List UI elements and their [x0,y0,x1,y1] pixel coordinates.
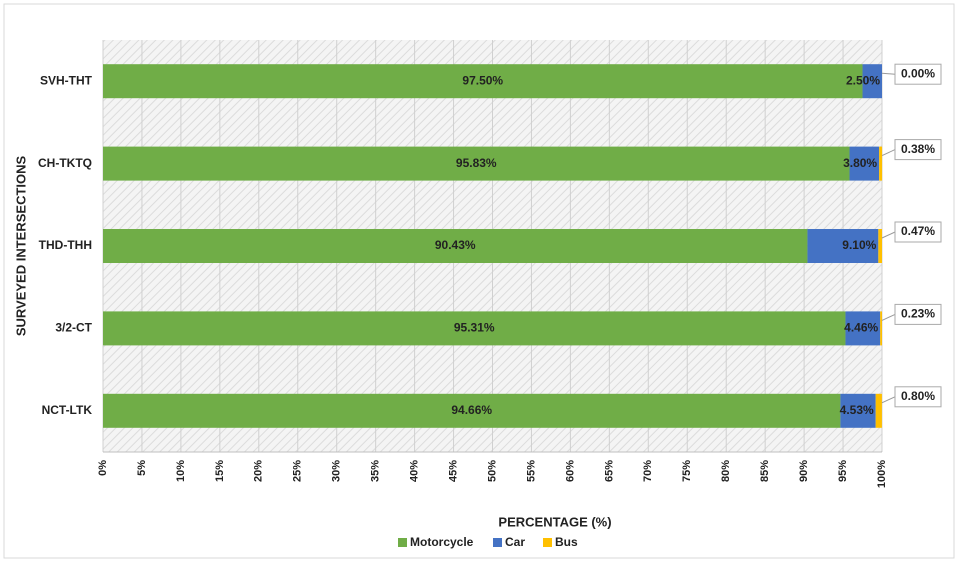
legend-label: Motorcycle [410,535,474,549]
value-label: 90.43% [435,238,476,252]
bar-segment [849,146,880,181]
x-tick-label: 45% [447,460,459,482]
y-tick-label: NCT-LTK [42,403,93,417]
y-tick-label: CH-TKTQ [38,156,92,170]
bar-segment [103,311,846,346]
x-tick-label: 0% [97,460,109,476]
x-tick-label: 65% [603,460,615,482]
legend-label: Bus [555,535,578,549]
y-axis-title: SURVEYED INTERSECTIONS [13,156,28,337]
bar-segment [862,64,882,99]
bar-segment [845,311,881,346]
x-tick-label: 55% [525,460,537,482]
legend-label: Car [505,535,525,549]
leader-line [881,396,896,404]
leader-line [881,313,896,321]
value-label: 0.23% [901,307,935,321]
bar-segment [103,229,808,263]
value-label: 95.31% [454,321,495,335]
bar-segment [103,146,850,181]
x-tick-label: 40% [409,460,421,482]
value-label: 95.83% [456,156,497,170]
bar-segment [875,393,882,428]
label-box [894,303,942,325]
bar-segment [103,64,863,99]
x-tick-label: 15% [214,460,226,482]
label-box [894,221,942,243]
legend-swatch [398,538,407,547]
x-tick-label: 5% [136,460,148,476]
value-label: 4.46% [844,321,878,335]
value-label: 97.50% [462,73,503,87]
leader-line [881,149,896,157]
x-tick-label: 90% [798,460,810,482]
x-tick-label: 10% [175,460,187,482]
value-label: 0.38% [901,142,935,156]
label-box [894,386,942,408]
label-box [894,139,942,161]
bar-segment [840,393,876,428]
x-axis-title: PERCENTAGE (%) [498,514,611,529]
x-tick-label: 20% [253,460,265,482]
value-label: 9.10% [842,238,876,252]
x-tick-label: 35% [370,460,382,482]
bar-segment [879,146,883,181]
x-tick-label: 95% [837,460,849,482]
value-label: 3.80% [843,156,877,170]
bar-segment [807,229,879,263]
y-tick-label: SVH-THT [40,73,93,87]
legend-swatch [543,538,552,547]
x-tick-label: 50% [486,460,498,482]
x-tick-label: 60% [564,460,576,482]
x-tick-label: 100% [876,460,888,488]
leader-line [881,72,896,75]
x-tick-label: 75% [681,460,693,482]
label-box [894,63,942,85]
legend-swatch [493,538,502,547]
value-label: 94.66% [451,403,492,417]
value-label: 0.00% [901,66,935,80]
bar-segment [878,229,882,263]
bar-segment [880,311,882,346]
value-label: 2.50% [846,73,880,87]
x-tick-label: 30% [331,460,343,482]
x-tick-label: 85% [759,460,771,482]
value-label: 0.47% [901,224,935,238]
x-tick-label: 25% [292,460,304,482]
bar-segment [103,393,841,428]
value-label: 0.80% [901,389,935,403]
x-tick-label: 80% [720,460,732,482]
x-tick-label: 70% [642,460,654,482]
y-tick-label: 3/2-CT [55,321,92,335]
value-label: 4.53% [840,403,874,417]
leader-line [881,231,896,239]
y-tick-label: THD-THH [39,238,92,252]
